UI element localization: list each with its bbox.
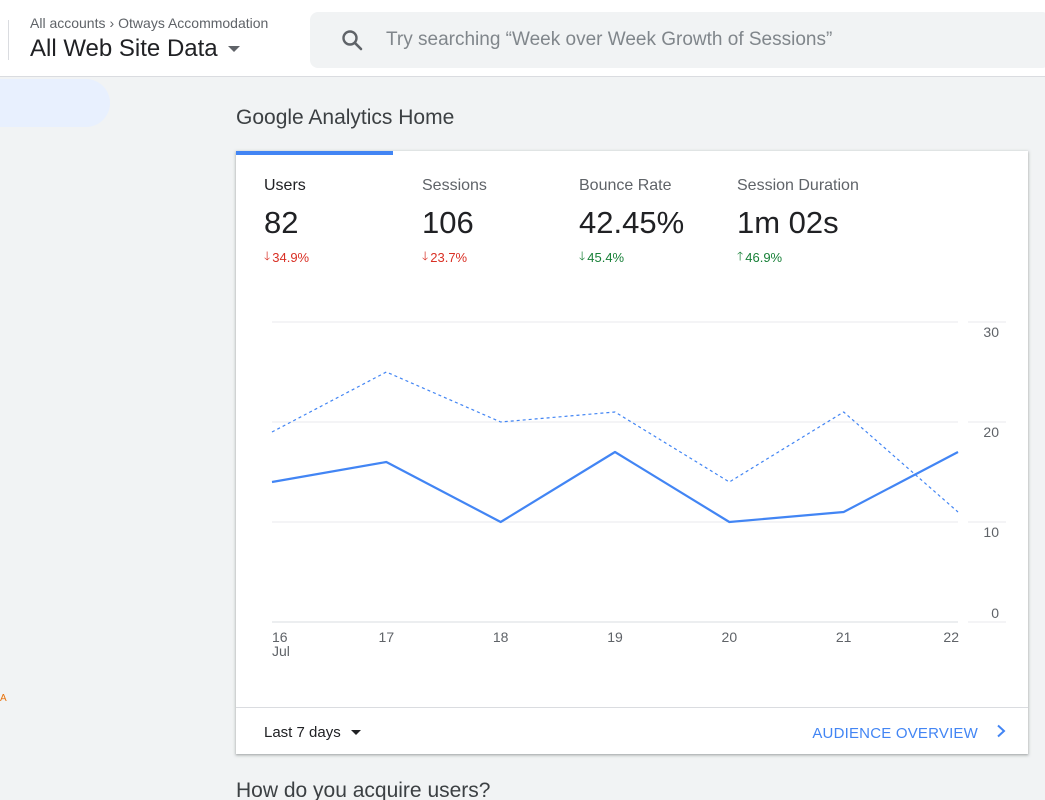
x-tick-label: 19	[607, 629, 623, 645]
metric-value: 82	[264, 205, 299, 240]
x-tick-label: 16	[272, 629, 288, 645]
metric-value: 42.45%	[579, 205, 685, 240]
view-selector[interactable]: All Web Site Data	[30, 35, 240, 63]
metric-value: 106	[422, 205, 474, 240]
x-tick-label: 21	[836, 629, 852, 645]
x-tick-sublabel: Jul	[272, 643, 290, 659]
users-series-line	[271, 450, 959, 524]
chevron-right-icon	[996, 724, 1006, 742]
breadcrumb-account[interactable]: All accounts	[30, 15, 106, 31]
arrow-down-icon: 🡓	[264, 249, 271, 263]
view-title: All Web Site Data	[30, 35, 218, 62]
x-tick-label: 22	[943, 629, 959, 645]
metric-tab-bounce-rate[interactable]: Bounce Rate 42.45% 🡓 45.4%	[579, 177, 736, 268]
breadcrumb: All accounts › Otways Accommodation	[30, 15, 268, 31]
metric-delta-value: 45.4%	[587, 250, 625, 265]
metric-value: 1m 02s	[737, 205, 839, 240]
date-range-label: Last 7 days	[264, 724, 341, 741]
section-title: How do you acquire users?	[236, 779, 491, 800]
metric-label: Users	[264, 177, 306, 194]
chevron-right-icon: ›	[109, 15, 115, 31]
metric-delta-value: 34.9%	[272, 250, 310, 265]
metric-delta: 🡓 34.9%	[264, 247, 421, 268]
caret-down-icon	[227, 46, 240, 52]
breadcrumb-property[interactable]: Otways Accommodation	[118, 15, 269, 31]
x-tick-label: 18	[493, 629, 509, 645]
y-tick-label: 30	[983, 324, 999, 340]
sidebar-partial-label: A	[0, 693, 7, 704]
y-tick-label: 20	[983, 424, 999, 440]
metric-delta: 🡓 23.7%	[422, 247, 579, 268]
active-tab-indicator	[236, 151, 393, 155]
search-bar[interactable]	[310, 12, 1045, 68]
caret-down-icon	[350, 730, 361, 735]
x-tick-label: 17	[379, 629, 395, 645]
metric-label: Sessions	[422, 177, 487, 194]
arrow-down-icon: 🡓	[422, 249, 429, 263]
audience-overview-link[interactable]: AUDIENCE OVERVIEW	[812, 724, 1006, 742]
metric-tab-session-duration[interactable]: Session Duration 1m 02s 🡑 46.9%	[737, 177, 894, 268]
card-footer: Last 7 days AUDIENCE OVERVIEW	[236, 707, 1028, 754]
metric-tab-users[interactable]: Users 82 🡓 34.9%	[264, 177, 421, 268]
search-icon	[340, 28, 364, 52]
metric-label: Bounce Rate	[579, 177, 672, 194]
metric-delta: 🡑 46.9%	[737, 247, 894, 268]
page-title: Google Analytics Home	[236, 106, 455, 129]
arrow-down-icon: 🡓	[579, 249, 586, 263]
header-divider	[8, 20, 9, 60]
y-tick-label: 0	[991, 605, 999, 621]
sidebar-item-home[interactable]	[0, 79, 110, 127]
audience-overview-label: AUDIENCE OVERVIEW	[812, 724, 978, 742]
overview-card: Users 82 🡓 34.9% Sessions 106 🡓 23.7% Boun…	[236, 151, 1028, 754]
comparison-series-line	[271, 371, 959, 513]
metric-tab-sessions[interactable]: Sessions 106 🡓 23.7%	[422, 177, 579, 268]
metric-delta-value: 46.9%	[745, 250, 783, 265]
users-line-chart: 0 10 20 30 16 17 18 19 20 21 22 Jul	[271, 321, 1006, 659]
metric-delta: 🡓 45.4%	[579, 247, 736, 268]
date-range-selector[interactable]: Last 7 days	[264, 724, 361, 741]
arrow-up-icon: 🡑	[737, 249, 744, 263]
top-bar: All accounts › Otways Accommodation All We…	[0, 0, 1045, 77]
metric-label: Session Duration	[737, 177, 859, 194]
y-tick-label: 10	[983, 524, 999, 540]
x-tick-label: 20	[722, 629, 738, 645]
metric-delta-value: 23.7%	[430, 250, 468, 265]
search-input[interactable]	[386, 29, 1026, 51]
